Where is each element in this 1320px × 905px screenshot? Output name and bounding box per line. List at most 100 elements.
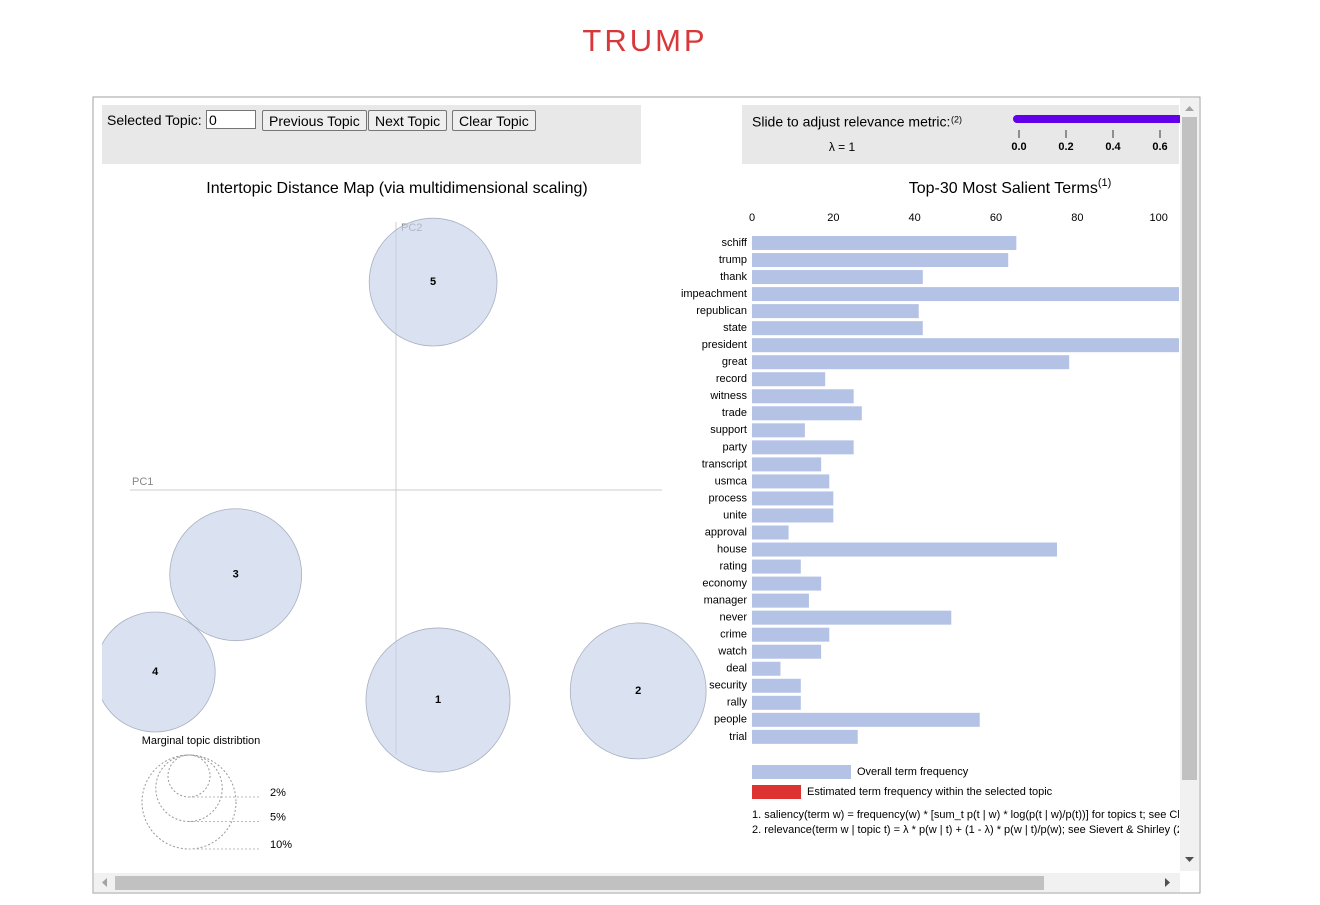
slider-note: (2) bbox=[951, 114, 962, 124]
slider-tick-label: 0.2 bbox=[1058, 141, 1073, 153]
topic-circle bbox=[365, 627, 511, 773]
term-label: record bbox=[716, 373, 747, 385]
term-label: thank bbox=[720, 271, 747, 283]
bar bbox=[752, 593, 809, 608]
topic-label: 1 bbox=[435, 694, 441, 706]
legend-label: Overall term frequency bbox=[857, 766, 969, 778]
bar bbox=[752, 253, 1009, 268]
topic-circle bbox=[169, 508, 303, 642]
x-tick-label: 100 bbox=[1149, 212, 1167, 224]
term-label: republican bbox=[696, 305, 747, 317]
previous-topic-button[interactable]: Previous Topic bbox=[262, 110, 367, 131]
term-label: crime bbox=[720, 629, 747, 641]
bar bbox=[752, 610, 952, 625]
bar bbox=[752, 321, 923, 336]
term-label: people bbox=[714, 714, 747, 726]
clear-topic-button[interactable]: Clear Topic bbox=[452, 110, 536, 131]
next-topic-button[interactable]: Next Topic bbox=[368, 110, 448, 131]
size-legend-label: 5% bbox=[270, 811, 286, 823]
term-label: usmca bbox=[715, 475, 748, 487]
slider-tick-label: 0.0 bbox=[1011, 141, 1026, 153]
bar-area: Top-30 Most Salient Terms(1) 0 20 40 60 80 100… bbox=[681, 177, 1180, 836]
x-tick-label: 80 bbox=[1071, 212, 1083, 224]
term-label: security bbox=[709, 680, 747, 692]
term-label: president bbox=[702, 339, 747, 351]
map-area: PC1PC212345Marginal topic distribtion2%5… bbox=[102, 217, 707, 851]
topic-circle bbox=[569, 622, 707, 760]
x-tick-label: 40 bbox=[909, 212, 921, 224]
legend-swatch bbox=[752, 785, 801, 799]
term-label: watch bbox=[717, 646, 747, 658]
slider-tick-label: 0.4 bbox=[1105, 141, 1121, 153]
term-label: trump bbox=[719, 254, 747, 266]
overlay: Slide to adjust relevance metric: (2) λ = … bbox=[206, 114, 1183, 197]
term-label: witness bbox=[709, 390, 747, 402]
topic-input[interactable] bbox=[206, 110, 256, 129]
term-label: trial bbox=[729, 731, 747, 743]
scroll-right[interactable] bbox=[1165, 878, 1170, 887]
bar bbox=[752, 338, 1179, 353]
bar bbox=[752, 304, 919, 319]
bar bbox=[752, 423, 805, 438]
size-legend-label: 2% bbox=[270, 787, 286, 799]
topic-label: Selected Topic: bbox=[107, 112, 202, 128]
pc1-label: PC1 bbox=[132, 476, 153, 488]
page-title: TRUMP bbox=[582, 23, 707, 58]
bar bbox=[752, 542, 1057, 557]
term-label: never bbox=[719, 612, 747, 624]
scroll-up[interactable] bbox=[1185, 106, 1194, 111]
lambda-label: λ = 1 bbox=[829, 140, 856, 154]
term-label: support bbox=[710, 424, 747, 436]
slider-label: Slide to adjust relevance metric: bbox=[752, 114, 950, 130]
term-label: schiff bbox=[722, 237, 748, 249]
topic-label: 5 bbox=[430, 276, 436, 288]
term-label: great bbox=[722, 356, 747, 368]
x-tick-label: 60 bbox=[990, 212, 1002, 224]
scroll-down[interactable] bbox=[1185, 857, 1194, 862]
term-label: party bbox=[723, 441, 748, 453]
map-title: Intertopic Distance Map (via multidimens… bbox=[206, 180, 588, 197]
bar bbox=[752, 457, 822, 472]
scroll-left[interactable] bbox=[102, 878, 107, 887]
term-label: trade bbox=[722, 407, 747, 419]
h-scroll-thumb[interactable] bbox=[115, 876, 1044, 890]
term-label: house bbox=[717, 543, 747, 555]
bar bbox=[752, 491, 834, 506]
legend-label: Estimated term frequency within the sele… bbox=[807, 786, 1053, 798]
bar-title-text: Top-30 Most Salient Terms bbox=[909, 180, 1098, 197]
bar-title: Top-30 Most Salient Terms(1) bbox=[909, 177, 1112, 197]
term-label: transcript bbox=[702, 458, 747, 470]
size-legend-label: 10% bbox=[270, 839, 292, 851]
bar bbox=[752, 270, 923, 285]
bar bbox=[752, 525, 789, 540]
bar bbox=[752, 355, 1070, 370]
v-scroll-thumb[interactable] bbox=[1182, 117, 1197, 780]
slider-tick-label: 0.6 bbox=[1152, 141, 1167, 153]
bar bbox=[752, 576, 822, 591]
bar bbox=[752, 678, 801, 693]
footnote: 1. saliency(term w) = frequency(w) * [su… bbox=[752, 809, 1180, 821]
topic-circle bbox=[368, 217, 498, 347]
term-label: economy bbox=[702, 578, 747, 590]
term-label: rating bbox=[719, 560, 747, 572]
widget-frame bbox=[92, 96, 1201, 894]
bar bbox=[752, 287, 1179, 302]
bar bbox=[752, 440, 854, 455]
term-label: state bbox=[723, 322, 747, 334]
size-legend-title: Marginal topic distribtion bbox=[142, 735, 261, 747]
topic-label: 3 bbox=[233, 569, 239, 581]
topic-label: 2 bbox=[635, 685, 641, 697]
bar bbox=[752, 729, 858, 744]
term-label: manager bbox=[704, 595, 748, 607]
legend-swatch bbox=[752, 765, 851, 779]
bar bbox=[752, 627, 830, 642]
bar bbox=[752, 508, 834, 523]
bar bbox=[752, 389, 854, 404]
topic-label: 4 bbox=[152, 666, 159, 678]
bar bbox=[752, 559, 801, 574]
bar bbox=[752, 236, 1017, 250]
term-label: impeachment bbox=[681, 288, 747, 300]
bar bbox=[752, 644, 822, 659]
slider-panel bbox=[742, 105, 1179, 164]
